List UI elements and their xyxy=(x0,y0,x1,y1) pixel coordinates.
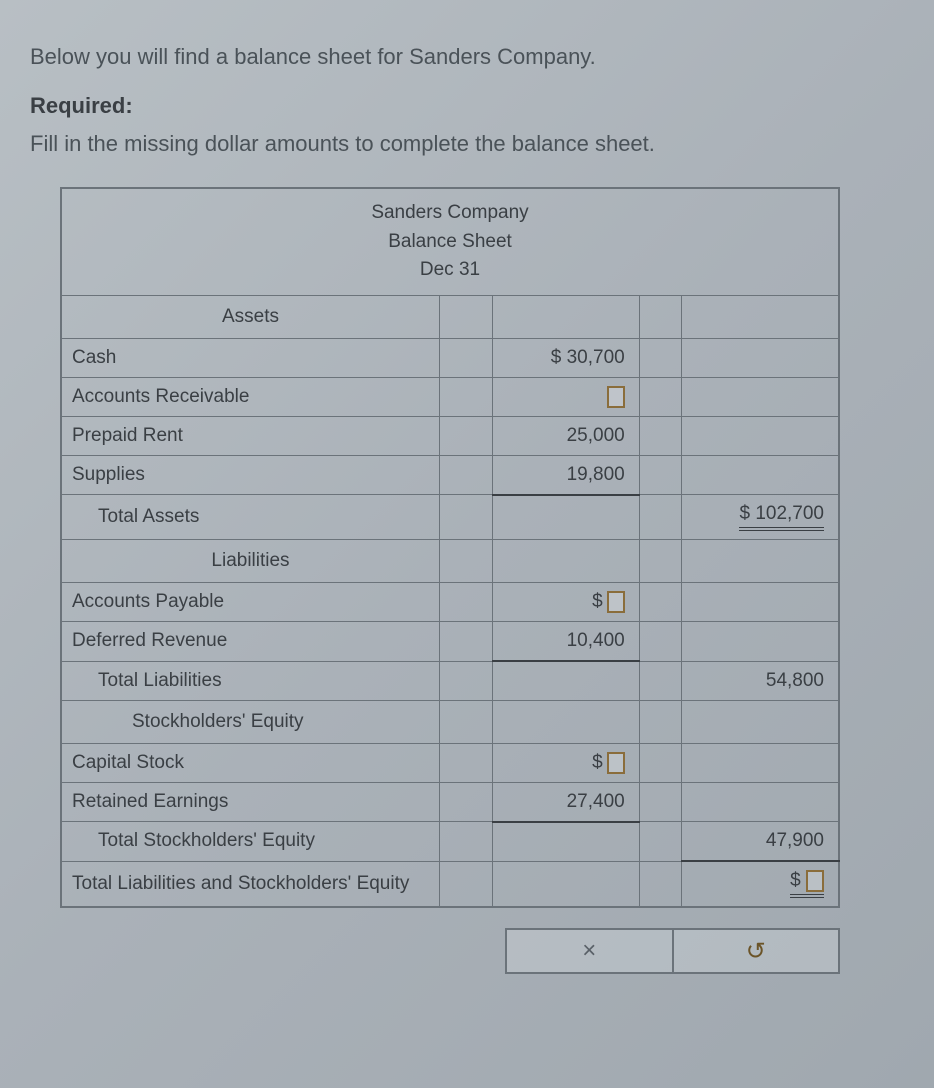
sheet-title: Balance Sheet xyxy=(62,228,838,257)
total-liab-value: 54,800 xyxy=(681,661,839,700)
close-button[interactable]: × xyxy=(505,928,672,974)
row-deferred-revenue: Deferred Revenue 10,400 xyxy=(61,622,839,662)
prepaid-rent-label: Prepaid Rent xyxy=(61,416,439,455)
input-box-icon[interactable] xyxy=(607,591,625,613)
total-assets-label: Total Assets xyxy=(61,495,439,540)
row-supplies: Supplies 19,800 xyxy=(61,455,839,495)
deferred-rev-value: 10,400 xyxy=(492,622,639,662)
input-box-icon[interactable] xyxy=(607,752,625,774)
total-equity-label: Total Stockholders' Equity xyxy=(61,822,439,862)
row-capital-stock: Capital Stock $ xyxy=(61,743,839,782)
input-box-icon[interactable] xyxy=(607,386,625,408)
prepaid-rent-value: 25,000 xyxy=(492,416,639,455)
liabilities-section-header: Liabilities xyxy=(61,540,439,583)
total-liab-equity-label: Total Liabilities and Stockholders' Equi… xyxy=(61,861,439,907)
ar-input-cell[interactable] xyxy=(492,377,639,416)
close-icon: × xyxy=(582,937,596,965)
total-assets-value: $ 102,700 xyxy=(681,495,839,540)
retained-earnings-value: 27,400 xyxy=(492,782,639,822)
cs-dollar-sign: $ xyxy=(592,752,603,774)
instruction-text: Fill in the missing dollar amounts to co… xyxy=(30,131,904,157)
ap-label: Accounts Payable xyxy=(61,583,439,622)
intro-text: Below you will find a balance sheet for … xyxy=(30,40,904,73)
row-total-equity: Total Stockholders' Equity 47,900 xyxy=(61,822,839,862)
equity-section-header: Stockholders' Equity xyxy=(61,700,439,743)
company-name: Sanders Company xyxy=(62,199,838,228)
total-equity-value: 47,900 xyxy=(681,822,839,862)
row-total-assets: Total Assets $ 102,700 xyxy=(61,495,839,540)
row-prepaid-rent: Prepaid Rent 25,000 xyxy=(61,416,839,455)
retained-earnings-label: Retained Earnings xyxy=(61,782,439,822)
input-box-icon[interactable] xyxy=(806,870,824,892)
row-total-liabilities: Total Liabilities 54,800 xyxy=(61,661,839,700)
capital-stock-label: Capital Stock xyxy=(61,743,439,782)
footer-buttons: × ↺ xyxy=(60,928,840,974)
assets-section-header: Assets xyxy=(61,295,439,338)
tle-dollar-sign: $ xyxy=(790,870,801,891)
deferred-rev-label: Deferred Revenue xyxy=(61,622,439,662)
total-liab-equity-input-cell[interactable]: $ xyxy=(681,861,839,907)
sheet-header: Sanders Company Balance Sheet Dec 31 xyxy=(61,188,839,295)
total-liab-label: Total Liabilities xyxy=(61,661,439,700)
row-cash: Cash $ 30,700 xyxy=(61,338,839,377)
sheet-date: Dec 31 xyxy=(62,256,838,285)
reset-icon: ↺ xyxy=(746,937,766,966)
supplies-label: Supplies xyxy=(61,455,439,495)
required-label: Required: xyxy=(30,93,904,119)
ap-input-cell[interactable]: $ xyxy=(492,583,639,622)
balance-sheet-table: Sanders Company Balance Sheet Dec 31 Ass… xyxy=(60,187,840,908)
ar-label: Accounts Receivable xyxy=(61,377,439,416)
reset-button[interactable]: ↺ xyxy=(672,928,841,974)
capital-stock-input-cell[interactable]: $ xyxy=(492,743,639,782)
row-accounts-receivable: Accounts Receivable xyxy=(61,377,839,416)
ap-dollar-sign: $ xyxy=(592,591,603,613)
cash-value: $ 30,700 xyxy=(492,338,639,377)
row-accounts-payable: Accounts Payable $ xyxy=(61,583,839,622)
supplies-value: 19,800 xyxy=(492,455,639,495)
row-retained-earnings: Retained Earnings 27,400 xyxy=(61,782,839,822)
cash-label: Cash xyxy=(61,338,439,377)
row-total-liab-equity: Total Liabilities and Stockholders' Equi… xyxy=(61,861,839,907)
